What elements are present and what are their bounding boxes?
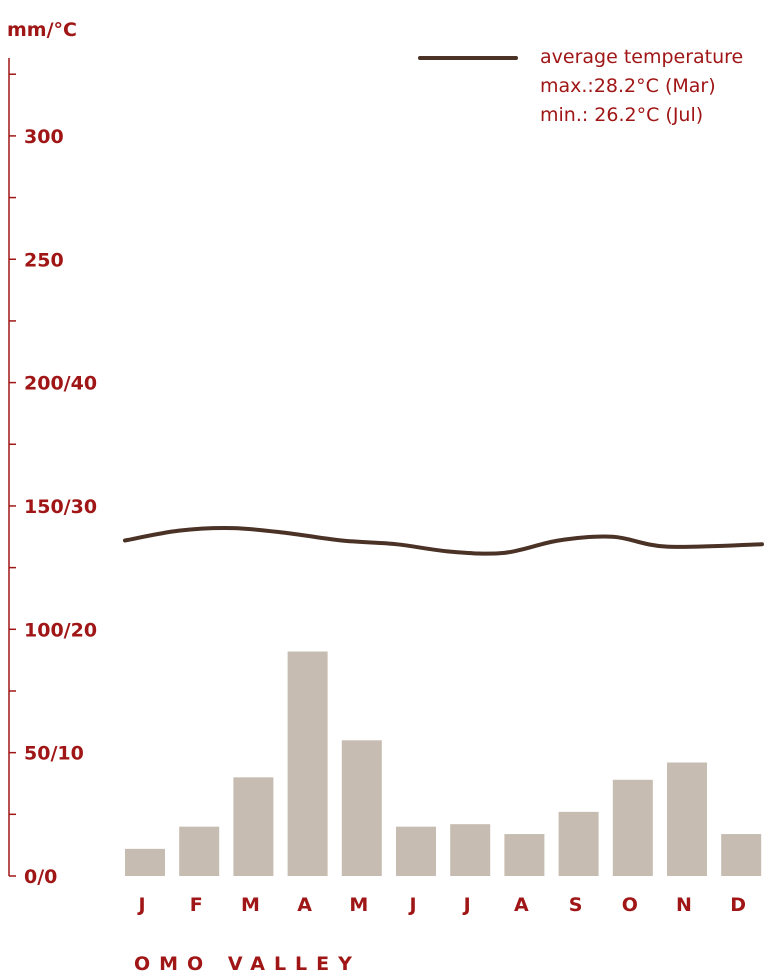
y-tick-label: 100/20: [24, 619, 97, 641]
month-label: O: [622, 894, 638, 916]
y-tick-label: 200/40: [24, 373, 97, 395]
chart-title: OMO VALLEY: [134, 953, 361, 975]
month-label: D: [730, 894, 746, 916]
month-label: J: [407, 894, 416, 916]
legend-max-label: max.:28.2°C (Mar): [540, 75, 716, 97]
precipitation-bar: [396, 826, 436, 876]
y-tick-label: 150/30: [24, 496, 97, 518]
month-label: S: [569, 894, 583, 916]
month-label: M: [349, 894, 368, 916]
month-label: A: [297, 894, 312, 916]
legend-line-label: average temperature: [540, 46, 743, 68]
temperature-line: [123, 526, 764, 556]
precipitation-bar: [721, 834, 762, 876]
legend: average temperature max.:28.2°C (Mar) mi…: [418, 46, 743, 126]
month-label: M: [241, 894, 260, 916]
month-label: F: [190, 894, 203, 916]
precipitation-bar: [450, 824, 491, 876]
unit-label: mm/°C: [7, 19, 77, 41]
y-tick-label: 250: [24, 249, 64, 271]
precipitation-bar: [287, 651, 328, 876]
month-label: N: [676, 894, 692, 916]
precipitation-bar: [612, 779, 653, 876]
precipitation-bar: [179, 826, 220, 876]
y-minor-ticks: [9, 73, 16, 877]
y-tick-labels: 0/0 50/10 100/20 150/30 200/40 250 300: [24, 126, 97, 888]
month-label: J: [462, 894, 471, 916]
legend-min-label: min.: 26.2°C (Jul): [540, 104, 703, 126]
y-tick-label: 50/10: [24, 743, 84, 765]
precipitation-bar: [504, 834, 545, 876]
y-tick-label: 0/0: [24, 866, 57, 888]
precipitation-bar: [558, 811, 599, 876]
precipitation-bar: [233, 777, 274, 876]
precipitation-bar: [125, 848, 165, 876]
precipitation-bar: [341, 740, 382, 876]
precipitation-bar: [667, 762, 707, 876]
month-label: A: [514, 894, 529, 916]
precipitation-bars: [125, 651, 762, 876]
y-tick-label: 300: [24, 126, 64, 148]
month-label: J: [136, 894, 145, 916]
